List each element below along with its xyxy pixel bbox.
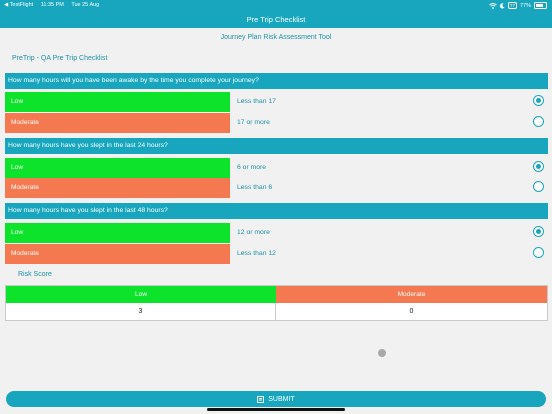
page-title: Pre Trip Checklist: [246, 15, 306, 24]
score-header-low: Low: [6, 286, 276, 303]
risk-level-low: Low: [5, 223, 230, 243]
battery-percent: 77%: [519, 2, 531, 9]
option-row[interactable]: Moderate Less than 6: [5, 178, 548, 198]
radio-button[interactable]: [533, 116, 544, 127]
answer-label: Less than 6: [237, 184, 273, 191]
risk-level-low: Low: [5, 92, 230, 112]
score-value-low: 3: [6, 303, 276, 320]
question-header: How many hours will you have been awake …: [5, 73, 548, 89]
moon-icon: [499, 2, 505, 8]
navigation-bar: Pre Trip Checklist: [0, 11, 552, 28]
assistive-touch-dot[interactable]: [378, 349, 386, 357]
option-row[interactable]: Low Less than 17: [5, 92, 548, 112]
status-left: ◀ TestFlight 11:35 PM Tue 25 Aug: [4, 2, 105, 8]
checklist-title: PreTrip - QA Pre Trip Checklist: [12, 55, 108, 62]
submit-label: SUBMIT: [268, 395, 295, 403]
option-row[interactable]: Low 6 or more: [5, 158, 548, 178]
submit-button[interactable]: SUBMIT: [6, 391, 546, 407]
battery-mode-indicator: 77: [507, 2, 517, 9]
risk-score-label: Risk Score: [18, 271, 52, 278]
battery-icon: [534, 2, 547, 9]
answer-label: 17 or more: [237, 119, 270, 126]
back-to-testflight-link[interactable]: ◀ TestFlight: [4, 2, 34, 8]
answer-label: 12 or more: [237, 229, 270, 236]
score-header-moderate: Moderate: [276, 286, 547, 303]
risk-level-moderate: Moderate: [5, 244, 230, 264]
option-row[interactable]: Moderate Less than 12: [5, 244, 548, 264]
risk-score-table: Low Moderate 3 0: [5, 285, 548, 321]
radio-button[interactable]: [533, 181, 544, 192]
score-value-moderate: 0: [409, 308, 414, 315]
status-bar: ◀ TestFlight 11:35 PM Tue 25 Aug 77 77%: [0, 0, 552, 11]
option-row[interactable]: Low 12 or more: [5, 223, 548, 243]
radio-button[interactable]: [533, 247, 544, 258]
risk-level-low: Low: [5, 158, 230, 178]
question-header: How many hours have you slept in the las…: [5, 138, 548, 154]
radio-button-selected[interactable]: [533, 95, 544, 106]
risk-level-moderate: Moderate: [5, 113, 230, 133]
answer-label: 6 or more: [237, 164, 267, 171]
answer-label: Less than 17: [237, 98, 276, 105]
status-right: 77 77%: [489, 2, 547, 9]
tool-subtitle: Journey Plan Risk Assessment Tool: [220, 34, 332, 41]
question-header: How many hours have you slept in the las…: [5, 203, 548, 219]
option-row[interactable]: Moderate 17 or more: [5, 113, 548, 133]
status-time: 11:35 PM: [40, 2, 64, 8]
risk-level-moderate: Moderate: [5, 178, 230, 198]
answer-label: Less than 12: [237, 250, 276, 257]
wifi-icon: [489, 2, 497, 9]
status-date: Tue 25 Aug: [71, 2, 100, 8]
document-icon: [257, 395, 265, 403]
home-indicator[interactable]: [207, 408, 345, 411]
radio-button-selected[interactable]: [533, 226, 544, 237]
radio-button-selected[interactable]: [533, 161, 544, 172]
